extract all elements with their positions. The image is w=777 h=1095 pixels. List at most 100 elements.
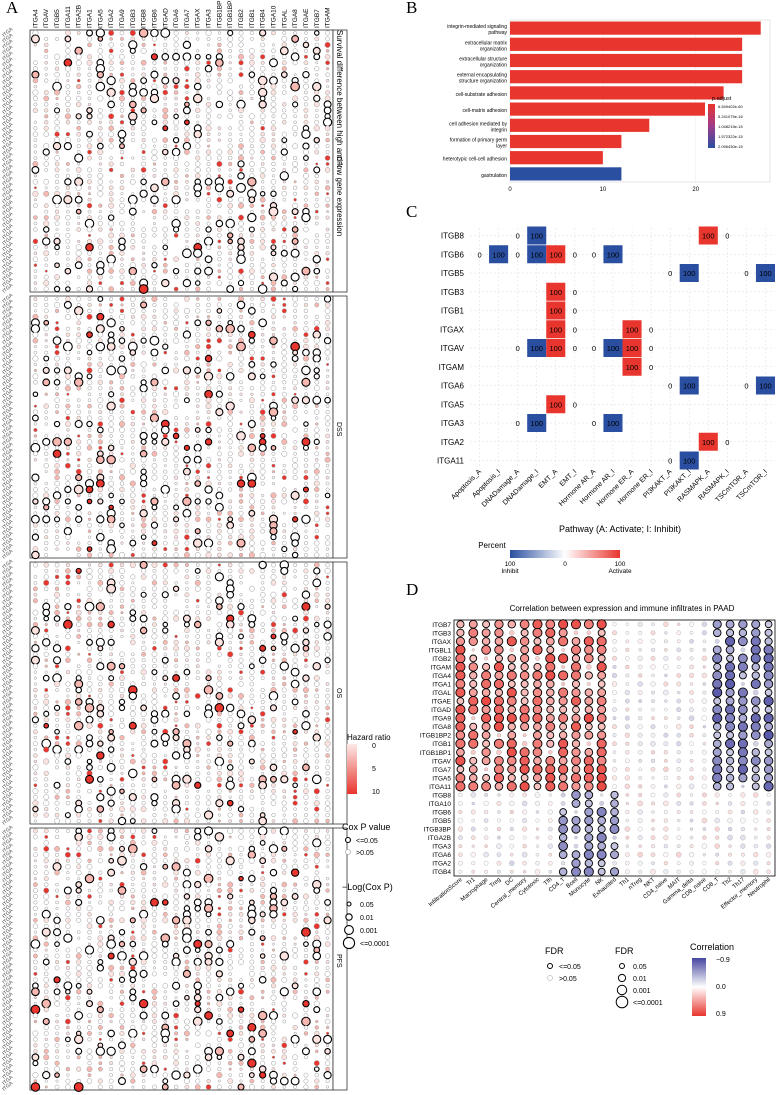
hazard-point [206,771,211,776]
hazard-point [216,302,222,308]
hazard-point [325,936,330,940]
hazard-point [141,493,147,498]
hazard-point [314,546,320,552]
hazard-point [247,1058,257,1068]
hazard-point [76,917,82,923]
hazard-point [195,616,201,621]
hazard-point [325,251,330,256]
hazard-point [196,741,200,746]
correlation-point [677,622,681,626]
hazard-point [87,541,92,546]
hazard-point [107,733,116,742]
hazard-point [130,126,135,131]
hazard-point [54,858,60,863]
hazard-point [302,763,310,772]
hazard-point [33,640,37,644]
hazard-point [228,126,233,131]
hazard-point [152,846,157,851]
hazard-point [107,746,115,753]
hazard-point [217,350,222,355]
hazard-point [174,771,179,776]
hazard-point [215,100,224,109]
hazard-point [325,953,331,959]
hazard-point [119,343,125,350]
hazard-point [325,771,330,776]
hazard-point [141,942,146,946]
hazard-point [109,1007,114,1012]
hazard-point [64,65,71,72]
hazard-point [324,800,331,806]
hazard-point [151,799,158,807]
hazard-point [303,621,309,628]
hazard-point [33,221,38,226]
hazard-point [325,598,331,604]
hazard-point [86,1048,93,1055]
hazard-point [182,330,192,339]
hazard-point [151,516,158,523]
hazard-point [87,616,92,621]
row-label: ITGB8 [441,232,465,241]
hazard-point [248,71,256,78]
hazard-point [108,244,114,250]
hazard-point [163,197,168,202]
hazard-point [292,716,298,723]
hazard-point [174,652,179,657]
hazard-point [193,82,202,91]
hazard-point [140,899,147,906]
hazard-point [195,670,200,675]
hazard-point [174,835,178,839]
hazard-point [130,657,136,663]
hazard-point [96,751,105,760]
hazard-point [152,812,157,818]
hazard-point [97,36,104,42]
hazard-point [196,31,200,35]
hazard-point [44,777,49,782]
hazard-point [152,493,157,498]
hazard-point [152,233,157,238]
hazard-point [173,965,179,971]
legend-title: Percent [478,541,506,550]
hazard-point [195,469,201,474]
hazard-point [205,562,212,568]
hazard-point [118,421,125,428]
hazard-point [63,300,72,309]
hazard-point [195,344,201,350]
hazard-point [293,281,297,285]
hazard-point [237,722,245,730]
hazard-point [174,351,178,355]
hazard-point [194,53,201,60]
hazard-point [303,747,309,752]
hazard-point [238,705,244,711]
hazard-point [172,674,181,683]
hazard-point [184,1024,190,1031]
hazard-point [141,989,146,994]
hazard-point [151,669,158,676]
hazard-point [172,728,180,736]
hazard-point [195,676,200,681]
hazard-point [282,227,287,232]
hazard-point [228,132,232,136]
hazard-point [141,840,147,846]
hazard-point [139,449,148,458]
hazard-point [162,250,168,256]
hazard-point [282,168,287,172]
hazard-point [184,858,190,864]
hazard-point [303,948,308,953]
hazard-point [260,807,265,811]
hazard-point [226,590,235,599]
hazard-point [120,1037,124,1042]
hazard-point [292,615,299,622]
hazard-point [271,610,276,615]
hazard-point [216,923,222,929]
hazard-point [152,78,157,83]
hazard-point [195,107,201,114]
hazard-point [108,574,114,580]
hazard-point [43,977,50,983]
hazard-point [292,800,298,806]
hazard-point [140,391,147,397]
hazard-point [206,173,211,179]
hazard-point [195,60,201,66]
hazard-point [303,427,309,433]
hazard-point [217,669,222,675]
hazard-point [174,724,178,728]
